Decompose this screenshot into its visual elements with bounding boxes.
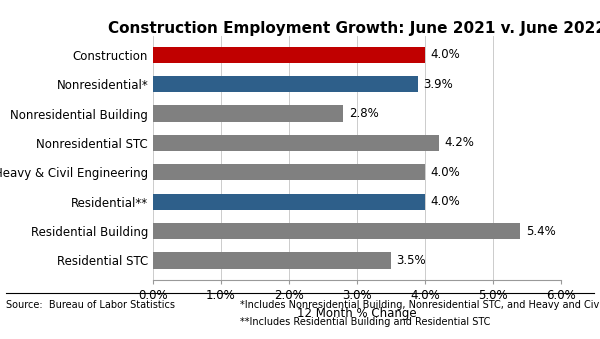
- Title: Construction Employment Growth: June 2021 v. June 2022: Construction Employment Growth: June 202…: [108, 21, 600, 36]
- Text: 4.0%: 4.0%: [430, 195, 460, 208]
- Text: 2.8%: 2.8%: [349, 107, 379, 120]
- Text: 4.2%: 4.2%: [444, 136, 474, 149]
- Bar: [153, 76, 418, 92]
- Bar: [153, 135, 439, 151]
- Text: 4.0%: 4.0%: [430, 166, 460, 179]
- Bar: [153, 47, 425, 63]
- Bar: [153, 105, 343, 122]
- Bar: [153, 253, 391, 268]
- Text: 3.9%: 3.9%: [424, 78, 454, 91]
- Text: 5.4%: 5.4%: [526, 225, 556, 238]
- Text: 3.5%: 3.5%: [397, 254, 426, 267]
- X-axis label: 12 Month % Change: 12 Month % Change: [297, 307, 417, 320]
- Text: Source:  Bureau of Labor Statistics: Source: Bureau of Labor Statistics: [6, 300, 175, 310]
- Bar: [153, 223, 520, 239]
- Bar: [153, 194, 425, 210]
- Text: 4.0%: 4.0%: [430, 48, 460, 61]
- Text: *Includes Nonresidential Building, Nonresidential STC, and Heavy and Civil Engin: *Includes Nonresidential Building, Nonre…: [240, 300, 600, 310]
- Text: **Includes Residential Building and Residential STC: **Includes Residential Building and Resi…: [240, 317, 490, 327]
- Bar: [153, 164, 425, 180]
